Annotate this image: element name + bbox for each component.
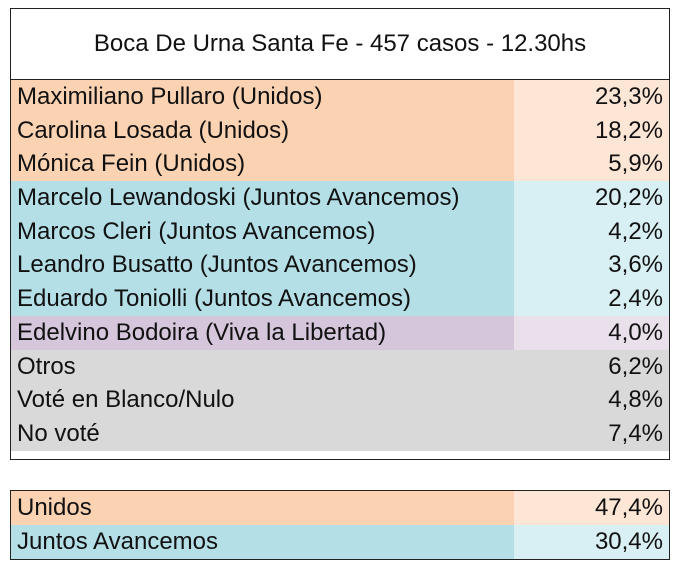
party-summary-table: Unidos 47,4% Juntos Avancemos 30,4% [10, 490, 670, 560]
row-percentage-cell: 4,8% [514, 383, 669, 417]
row-name-cell: Eduardo Toniolli (Juntos Avancemos) [11, 282, 514, 316]
row-name-cell: Voté en Blanco/Nulo [11, 383, 514, 417]
row-name-cell: Mónica Fein (Unidos) [11, 147, 514, 182]
row-name-cell: Marcos Cleri (Juntos Avancemos) [11, 214, 514, 249]
row-percentage-cell: 4,2% [514, 214, 669, 249]
candidate-row: Marcos Cleri (Juntos Avancemos) 4,2% [11, 214, 669, 249]
row-name-cell: Juntos Avancemos [11, 525, 514, 559]
row-percentage-cell: 47,4% [514, 491, 669, 525]
row-percentage-cell: 30,4% [514, 525, 669, 559]
row-percentage-cell: 4,0% [514, 315, 669, 350]
row-percentage-cell: 2,4% [514, 282, 669, 316]
candidate-row: Maximiliano Pullaro (Unidos) 23,3% [11, 80, 669, 114]
party-row: Unidos 47,4% [11, 491, 669, 525]
party-row: Juntos Avancemos 30,4% [11, 525, 669, 559]
row-name-cell: No voté [11, 416, 514, 451]
row-percentage-cell: 23,3% [514, 80, 669, 114]
row-percentage-cell: 20,2% [514, 181, 669, 215]
row-name-cell: Carolina Losada (Unidos) [11, 113, 514, 148]
row-name-cell: Unidos [11, 491, 514, 525]
candidate-row: Carolina Losada (Unidos) 18,2% [11, 113, 669, 148]
candidate-row: Marcelo Lewandoski (Juntos Avancemos) 20,… [11, 181, 669, 215]
candidate-row: No voté 7,4% [11, 416, 669, 451]
candidate-row: Leandro Busatto (Juntos Avancemos) 3,6% [11, 248, 669, 283]
row-name-cell: Otros [11, 349, 514, 384]
row-percentage-cell: 5,9% [514, 147, 669, 182]
row-percentage-cell: 18,2% [514, 113, 669, 148]
candidate-row: Otros 6,2% [11, 349, 669, 384]
table-title: Boca De Urna Santa Fe - 457 casos - 12.3… [11, 9, 669, 80]
candidate-row: Voté en Blanco/Nulo 4,8% [11, 383, 669, 417]
row-percentage-cell: 3,6% [514, 248, 669, 283]
candidate-row: Edelvino Bodoira (Viva la Libertad) 4,0% [11, 315, 669, 350]
row-name-cell: Leandro Busatto (Juntos Avancemos) [11, 248, 514, 283]
candidate-row: Mónica Fein (Unidos) 5,9% [11, 147, 669, 182]
row-percentage-cell: 7,4% [514, 416, 669, 451]
row-name-cell: Edelvino Bodoira (Viva la Libertad) [11, 315, 514, 350]
exit-poll-table: Boca De Urna Santa Fe - 457 casos - 12.3… [10, 8, 670, 460]
row-percentage-cell: 6,2% [514, 349, 669, 384]
candidate-rows: Maximiliano Pullaro (Unidos) 23,3% Carolin… [11, 80, 669, 451]
row-name-cell: Marcelo Lewandoski (Juntos Avancemos) [11, 181, 514, 215]
candidate-row: Eduardo Toniolli (Juntos Avancemos) 2,4% [11, 282, 669, 316]
row-name-cell: Maximiliano Pullaro (Unidos) [11, 80, 514, 114]
